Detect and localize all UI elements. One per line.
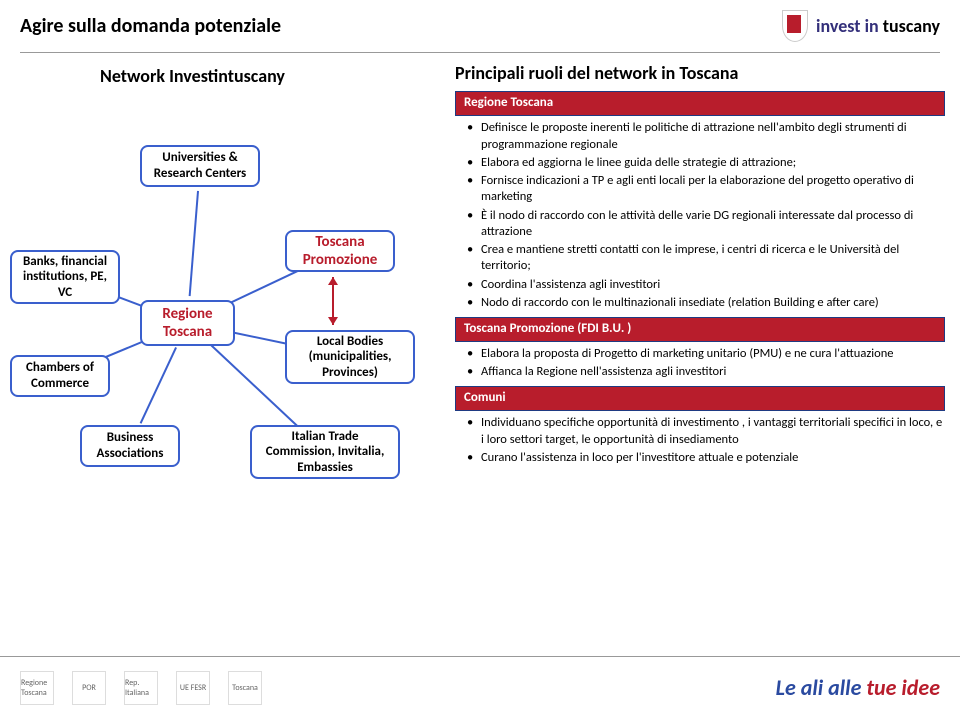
section-band: Comuni (455, 386, 945, 411)
footer-slogan: Le ali alle tue idee (776, 674, 940, 701)
header: Agire sulla domanda potenziale invest in… (0, 0, 960, 52)
brand-text: invest in tuscany (816, 15, 940, 37)
footer: Regione Toscana POR Rep. Italiana UE FESR To… (0, 656, 960, 718)
shield-icon (782, 10, 808, 42)
roles-column: Principali ruoli del network in Toscana … (455, 62, 945, 468)
node-local: Local Bodies (municipalities, Provinces) (285, 330, 415, 384)
section-list: Individuano specifiche opportunità di in… (455, 415, 945, 466)
bullet-item: Affianca la Regione nell'assistenza agli… (471, 364, 945, 380)
roles-sections: Regione Toscana Definisce le proposte ine… (455, 91, 945, 466)
bullet-item: Elabora la proposta di Progetto di marke… (471, 346, 945, 362)
page-title: Agire sulla domanda potenziale (20, 14, 281, 38)
footer-logo: Regione Toscana (20, 671, 54, 705)
subtitle: Network Investintuscany (100, 65, 285, 87)
section-list: Elabora la proposta di Progetto di marke… (455, 346, 945, 381)
roles-title: Principali ruoli del network in Toscana (455, 62, 945, 85)
bullet-item: Coordina l'assistenza agli investitori (471, 277, 945, 293)
section-band: Toscana Promozione (FDI B.U. ) (455, 317, 945, 342)
bullet-item: Definisce le proposte inerenti le politi… (471, 120, 945, 153)
footer-logos: Regione Toscana POR Rep. Italiana UE FESR To… (20, 671, 262, 705)
brand-bold: tuscany (883, 15, 940, 37)
section-list: Definisce le proposte inerenti le politi… (455, 120, 945, 311)
footer-logo: Rep. Italiana (124, 671, 158, 705)
node-itc: Italian Trade Commission, Invitalia, Emb… (250, 425, 400, 479)
bullet-item: Curano l'assistenza in loco per l'invest… (471, 450, 945, 466)
slogan-red: tue idee (866, 674, 940, 701)
bullet-item: È il nodo di raccordo con le attività de… (471, 208, 945, 241)
bullet-item: Elabora ed aggiorna le linee guida delle… (471, 155, 945, 171)
node-regione: Regione Toscana (140, 300, 235, 346)
network-diagram: Banks, financial institutions, PE, VC Cha… (10, 105, 450, 525)
section-band: Regione Toscana (455, 91, 945, 116)
footer-logo: POR (72, 671, 106, 705)
bullet-item: Nodo di raccordo con le multinazionali i… (471, 295, 945, 311)
footer-logo: Toscana (228, 671, 262, 705)
node-univ: Universities & Research Centers (140, 145, 260, 187)
node-chambers: Chambers of Commerce (10, 355, 110, 397)
bullet-item: Crea e mantiene stretti contatti con le … (471, 242, 945, 275)
node-tp: Toscana Promozione (285, 230, 395, 272)
bullet-item: Fornisce indicazioni a TP e agli enti lo… (471, 173, 945, 206)
brand-prefix: invest in (816, 15, 883, 37)
slogan-blue: Le ali alle (776, 674, 867, 701)
bullet-item: Individuano specifiche opportunità di in… (471, 415, 945, 448)
node-business: Business Associations (80, 425, 180, 467)
divider (20, 52, 940, 53)
footer-logo: UE FESR (176, 671, 210, 705)
node-banks: Banks, financial institutions, PE, VC (10, 250, 120, 304)
brand-logo: invest in tuscany (782, 10, 940, 42)
